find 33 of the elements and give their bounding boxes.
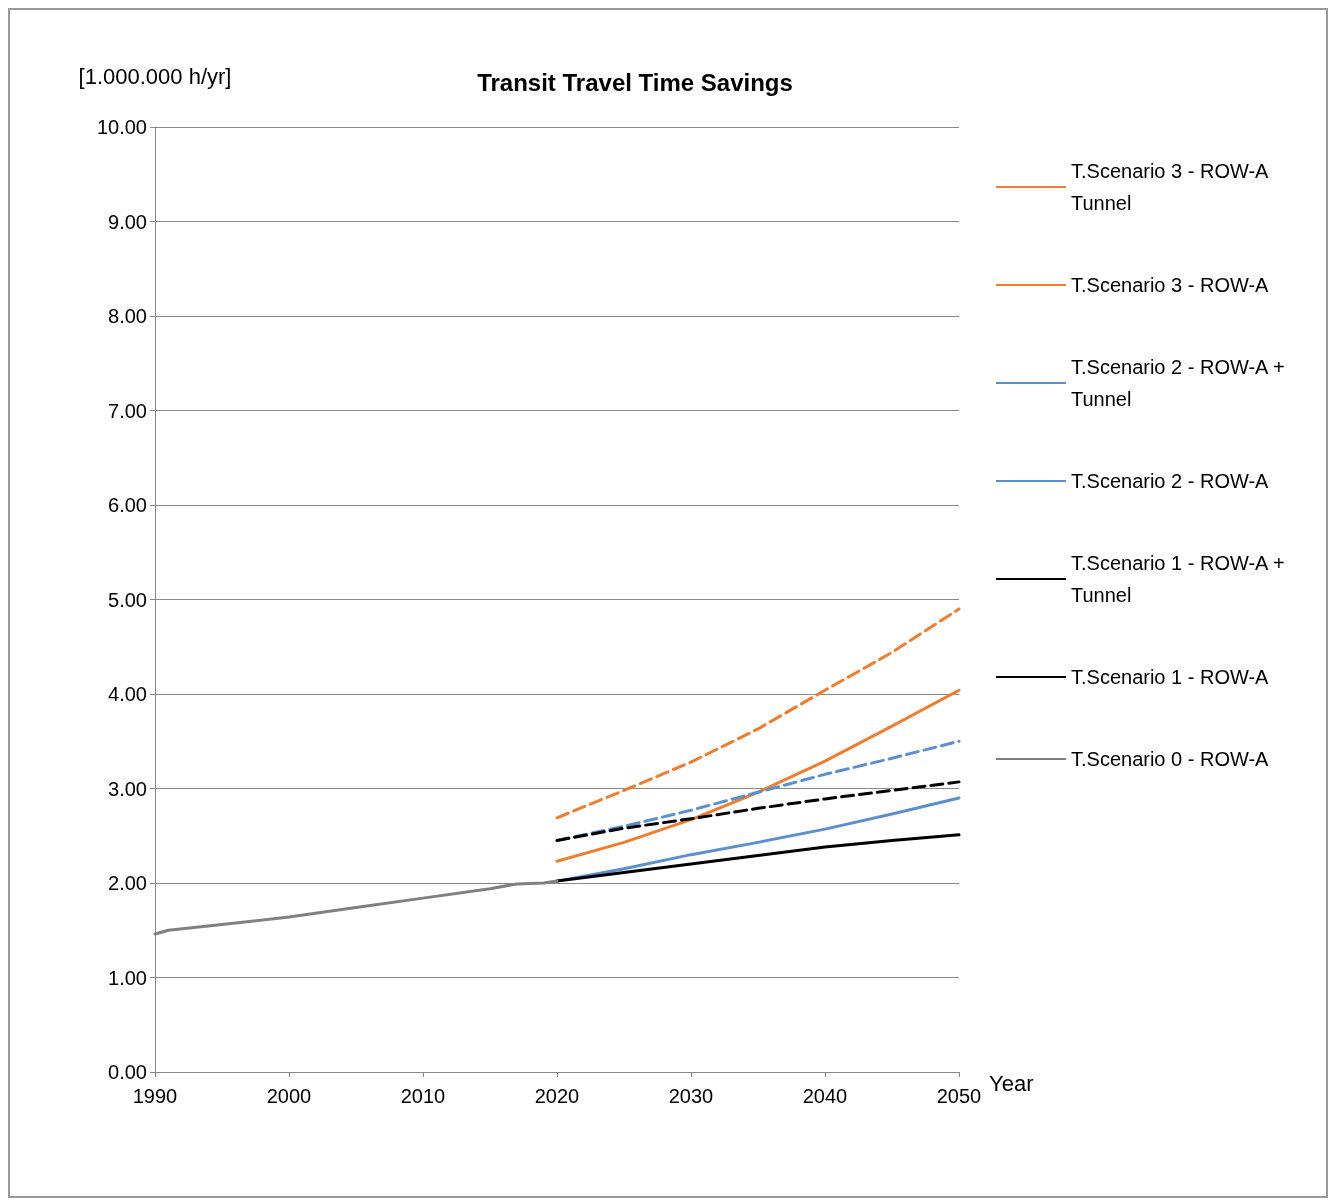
legend-label: T.Scenario 1 - ROW-A + Tunnel (1071, 552, 1291, 606)
y-tick-label: 5.00 (108, 588, 147, 611)
legend-label: T.Scenario 3 - ROW-A (1071, 274, 1270, 296)
y-tick-label: 4.00 (108, 683, 147, 705)
y-tick-label: 10.00 (96, 116, 147, 138)
x-tick-label: 2030 (668, 1085, 714, 1107)
line-series (555, 607, 961, 820)
x-axis-title: Year (989, 1070, 1034, 1096)
y-tick-label: 0.00 (108, 1061, 147, 1083)
legend-label: T.Scenario 2 - ROW-A (1071, 470, 1270, 492)
legend-label: T.Scenario 3 - ROW-A Tunnel (1071, 160, 1273, 214)
line-series (555, 796, 961, 883)
y-tick-label: 7.00 (108, 399, 147, 422)
x-tick-label: 2020 (534, 1085, 580, 1107)
y-tick-label: 8.00 (108, 305, 147, 327)
y-tick-label: 3.00 (108, 777, 147, 800)
legend-label: T.Scenario 0 - ROW-A (1071, 748, 1270, 770)
y-tick-label: 9.00 (108, 210, 147, 233)
x-tick-label: 1990 (132, 1085, 178, 1107)
chart-title: Transit Travel Time Savings (477, 68, 793, 96)
y-axis-title: [1.000.000 h/yr] (78, 63, 232, 89)
line-series (555, 833, 961, 883)
x-tick-label: 2010 (400, 1085, 446, 1107)
y-tick-label: 6.00 (108, 494, 147, 516)
legend-label: T.Scenario 1 - ROW-A (1071, 666, 1270, 688)
x-tick-label: 2040 (802, 1085, 848, 1107)
y-tick-label: 2.00 (108, 872, 147, 894)
x-tick-label: 2050 (936, 1085, 982, 1107)
x-tick-label: 2000 (266, 1085, 312, 1107)
line-series (555, 780, 961, 842)
y-tick-label: 1.00 (108, 966, 147, 989)
legend-label: T.Scenario 2 - ROW-A + Tunnel (1071, 356, 1291, 410)
line-series (555, 688, 961, 863)
